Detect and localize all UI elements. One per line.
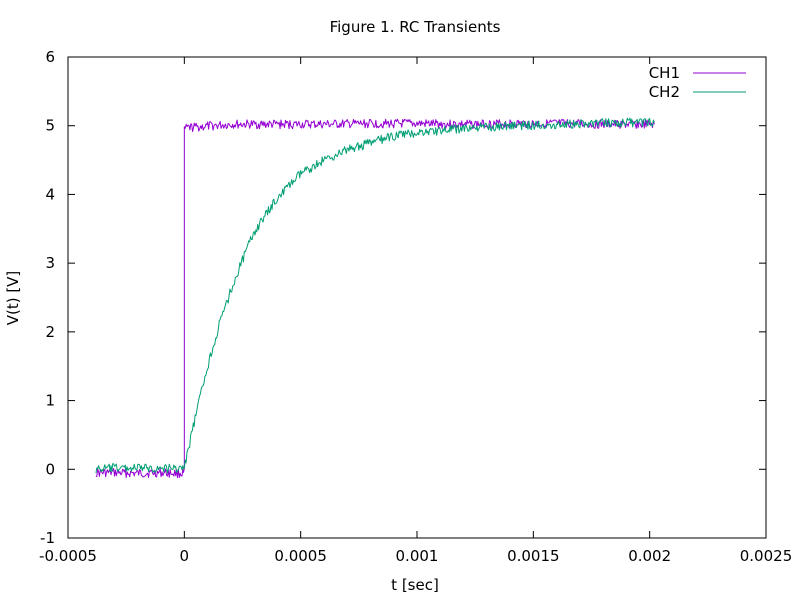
axis-ticks: -0.0005 0 0.0005 0.001 0.0015 0.002 0.0025 -1 0 1… — [39, 48, 792, 565]
y-tick-label: 0 — [45, 460, 55, 478]
y-tick-label: 4 — [45, 185, 55, 203]
plot-frame — [67, 56, 767, 539]
y-tick-label: 3 — [45, 254, 55, 272]
y-tick-label: 2 — [45, 323, 55, 341]
x-tick-label: -0.0005 — [39, 547, 97, 565]
x-axis-label: t [sec] — [391, 576, 439, 594]
x-tick-label: 0.0015 — [507, 547, 560, 565]
chart-title: Figure 1. RC Transients — [330, 18, 501, 36]
legend-label: CH2 — [649, 83, 680, 101]
y-tick-label: 5 — [45, 117, 55, 135]
series-line-ch1 — [95, 118, 655, 479]
x-tick-label: 0.0025 — [740, 547, 793, 565]
plot-area — [95, 117, 655, 479]
x-tick-label: 0 — [180, 547, 190, 565]
x-tick-label: 0.002 — [628, 547, 671, 565]
series-line-ch2 — [95, 117, 655, 474]
x-tick-label: 0.0005 — [274, 547, 327, 565]
y-axis-label: V(t) [V] — [4, 271, 22, 326]
y-tick-label: 6 — [45, 48, 55, 66]
legend-label: CH1 — [649, 64, 680, 82]
y-tick-label: -1 — [40, 529, 55, 547]
y-tick-label: 1 — [45, 392, 55, 410]
x-tick-label: 0.001 — [396, 547, 439, 565]
